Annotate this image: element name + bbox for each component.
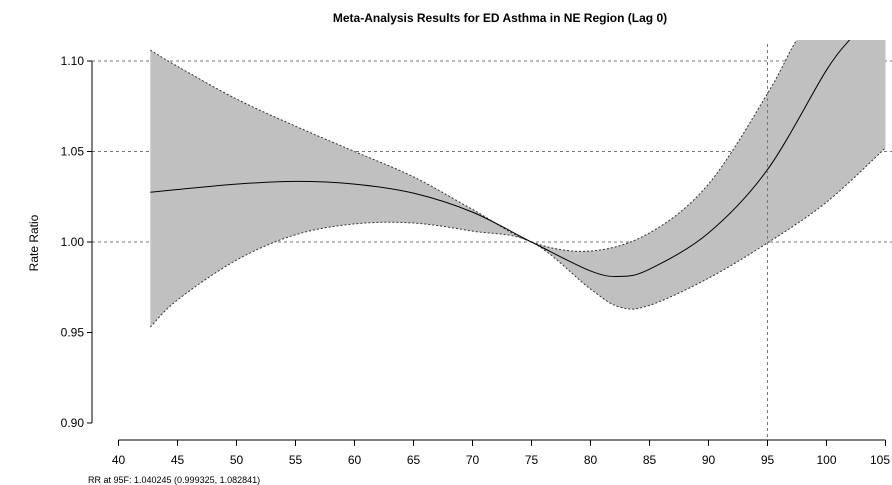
x-tick-label: 40 xyxy=(112,453,126,467)
x-tick-label: 70 xyxy=(466,453,480,467)
upper-ci-line xyxy=(150,40,798,252)
y-tick-label: 1.10 xyxy=(61,54,85,68)
y-axis-label: Rate Ratio xyxy=(27,214,41,271)
chart-title: Meta-Analysis Results for ED Asthma in N… xyxy=(333,11,667,25)
x-tick-label: 45 xyxy=(171,453,185,467)
x-tick-label: 95 xyxy=(761,453,775,467)
y-tick-label: 1.00 xyxy=(61,235,85,249)
y-tick-label: 0.95 xyxy=(61,326,85,340)
y-axis: 0.90 0.95 1.00 1.05 1.10 xyxy=(61,54,93,430)
x-tick-label: 100 xyxy=(816,453,836,467)
footnote: RR at 95F: 1.040245 (0.999325, 1.082841) xyxy=(88,475,260,485)
confidence-band xyxy=(150,40,886,328)
y-tick-label: 0.90 xyxy=(61,416,85,430)
x-tick-label: 50 xyxy=(230,453,244,467)
x-tick-label: 105 xyxy=(870,453,890,467)
x-tick-label: 55 xyxy=(289,453,303,467)
x-tick-label: 60 xyxy=(348,453,362,467)
x-tick-label: 75 xyxy=(525,453,539,467)
estimate-line xyxy=(150,40,851,277)
x-tick-label: 85 xyxy=(643,453,657,467)
x-tick-label: 90 xyxy=(702,453,716,467)
x-axis: 40 45 50 55 60 65 70 75 80 85 90 95 100 105 xyxy=(112,439,890,467)
x-tick-label: 65 xyxy=(407,453,421,467)
y-tick-label: 1.05 xyxy=(61,145,85,159)
x-tick-label: 80 xyxy=(584,453,598,467)
